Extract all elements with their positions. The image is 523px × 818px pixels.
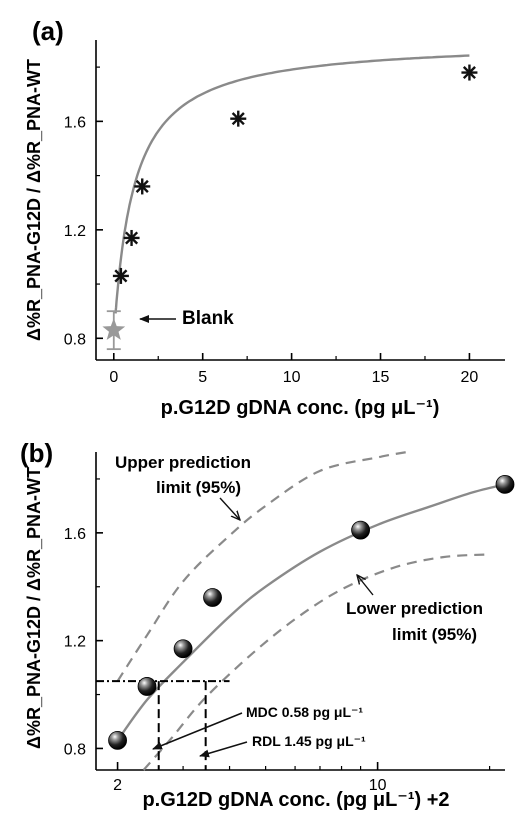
asterisk-stroke [462, 66, 476, 80]
data-point-sphere [137, 677, 157, 696]
panel-b-axes [95, 452, 505, 771]
blank-star-marker [102, 318, 126, 340]
rdl-arrow [199, 741, 248, 758]
mdc-annotation: MDC 0.58 pg μL⁻¹ [246, 704, 363, 720]
panel-a-label: (a) [32, 16, 64, 46]
y-tick-label: 1.6 [64, 526, 86, 543]
x-tick-label: 0 [109, 369, 118, 386]
data-point-asterisk [461, 64, 478, 81]
panel-b-label: (b) [20, 438, 53, 468]
panel-b-curves [116, 450, 506, 771]
mdc-arrow [152, 712, 243, 750]
blank-annotation: Blank [182, 308, 234, 329]
panel-b-xlabel: p.G12D gDNA conc. (pg μL⁻¹) +2 [142, 789, 449, 811]
y-tick-label: 0.8 [64, 331, 86, 348]
panel-b-ylabel: Δ%R_PNA-G12D / Δ%R_PNA-WT [24, 467, 44, 749]
lower-limit-annotation-line2: limit (95%) [392, 625, 477, 644]
upper-limit-annotation-line1: Upper prediction [115, 453, 251, 472]
x-tick-label: 10 [369, 777, 387, 794]
panel-b-points [108, 474, 515, 750]
panel-a-points [102, 64, 478, 351]
data-point-asterisk [230, 110, 247, 127]
fit-curve [116, 483, 506, 742]
lower-limit-annotation-line1: Lower prediction [346, 599, 483, 618]
data-point-asterisk [134, 178, 151, 195]
x-tick-label: 15 [372, 369, 390, 386]
y-tick-label: 1.2 [64, 223, 86, 240]
x-tick-label: 5 [198, 369, 207, 386]
data-point-sphere [173, 639, 193, 659]
y-tick-label: 1.2 [64, 634, 86, 651]
asterisk-stroke [135, 179, 149, 193]
blank-point [102, 310, 126, 351]
x-tick-label: 20 [461, 369, 479, 386]
lower-limit-arrow [357, 575, 374, 596]
panel-b: (b) 2 10 0.8 1.2 1.6 Upper prediction limit … [20, 438, 515, 811]
panel-a-axes [95, 40, 505, 361]
panel-a-ylabel: Δ%R_PNA-G12D / Δ%R_PNA-WT [24, 59, 44, 341]
x-tick-label: 2 [113, 777, 122, 794]
panel-a-xlabel: p.G12D gDNA conc. (pg μL⁻¹) [161, 397, 440, 419]
x-tick-label: 10 [283, 369, 301, 386]
upper-limit-arrow [219, 497, 240, 520]
data-point-sphere [203, 588, 222, 607]
asterisk-stroke [114, 269, 128, 283]
asterisk-stroke [125, 231, 139, 245]
panel-a-fit [114, 54, 470, 314]
data-point-sphere [108, 730, 127, 750]
fit-curve [114, 54, 470, 314]
data-point-sphere [495, 474, 515, 494]
y-tick-label: 1.6 [64, 114, 86, 131]
data-point-sphere [351, 520, 370, 540]
asterisk-stroke [231, 112, 245, 126]
panel-b-ticks: 2 10 0.8 1.2 1.6 [64, 478, 491, 794]
data-point-asterisk [123, 229, 140, 246]
data-point-asterisk [112, 267, 129, 284]
panel-a-ticks: 0 5 10 15 20 0.8 1.2 1.6 [64, 66, 479, 386]
upper-curve [116, 450, 408, 682]
panel-a: (a) 0 5 10 15 20 0.8 1.2 1.6 Blank p.G12D gDNA … [24, 16, 505, 419]
y-tick-label: 0.8 [64, 741, 86, 758]
upper-limit-annotation-line2: limit (95%) [156, 478, 241, 497]
lower-curve [142, 553, 490, 771]
rdl-annotation: RDL 1.45 pg μL⁻¹ [252, 733, 366, 749]
